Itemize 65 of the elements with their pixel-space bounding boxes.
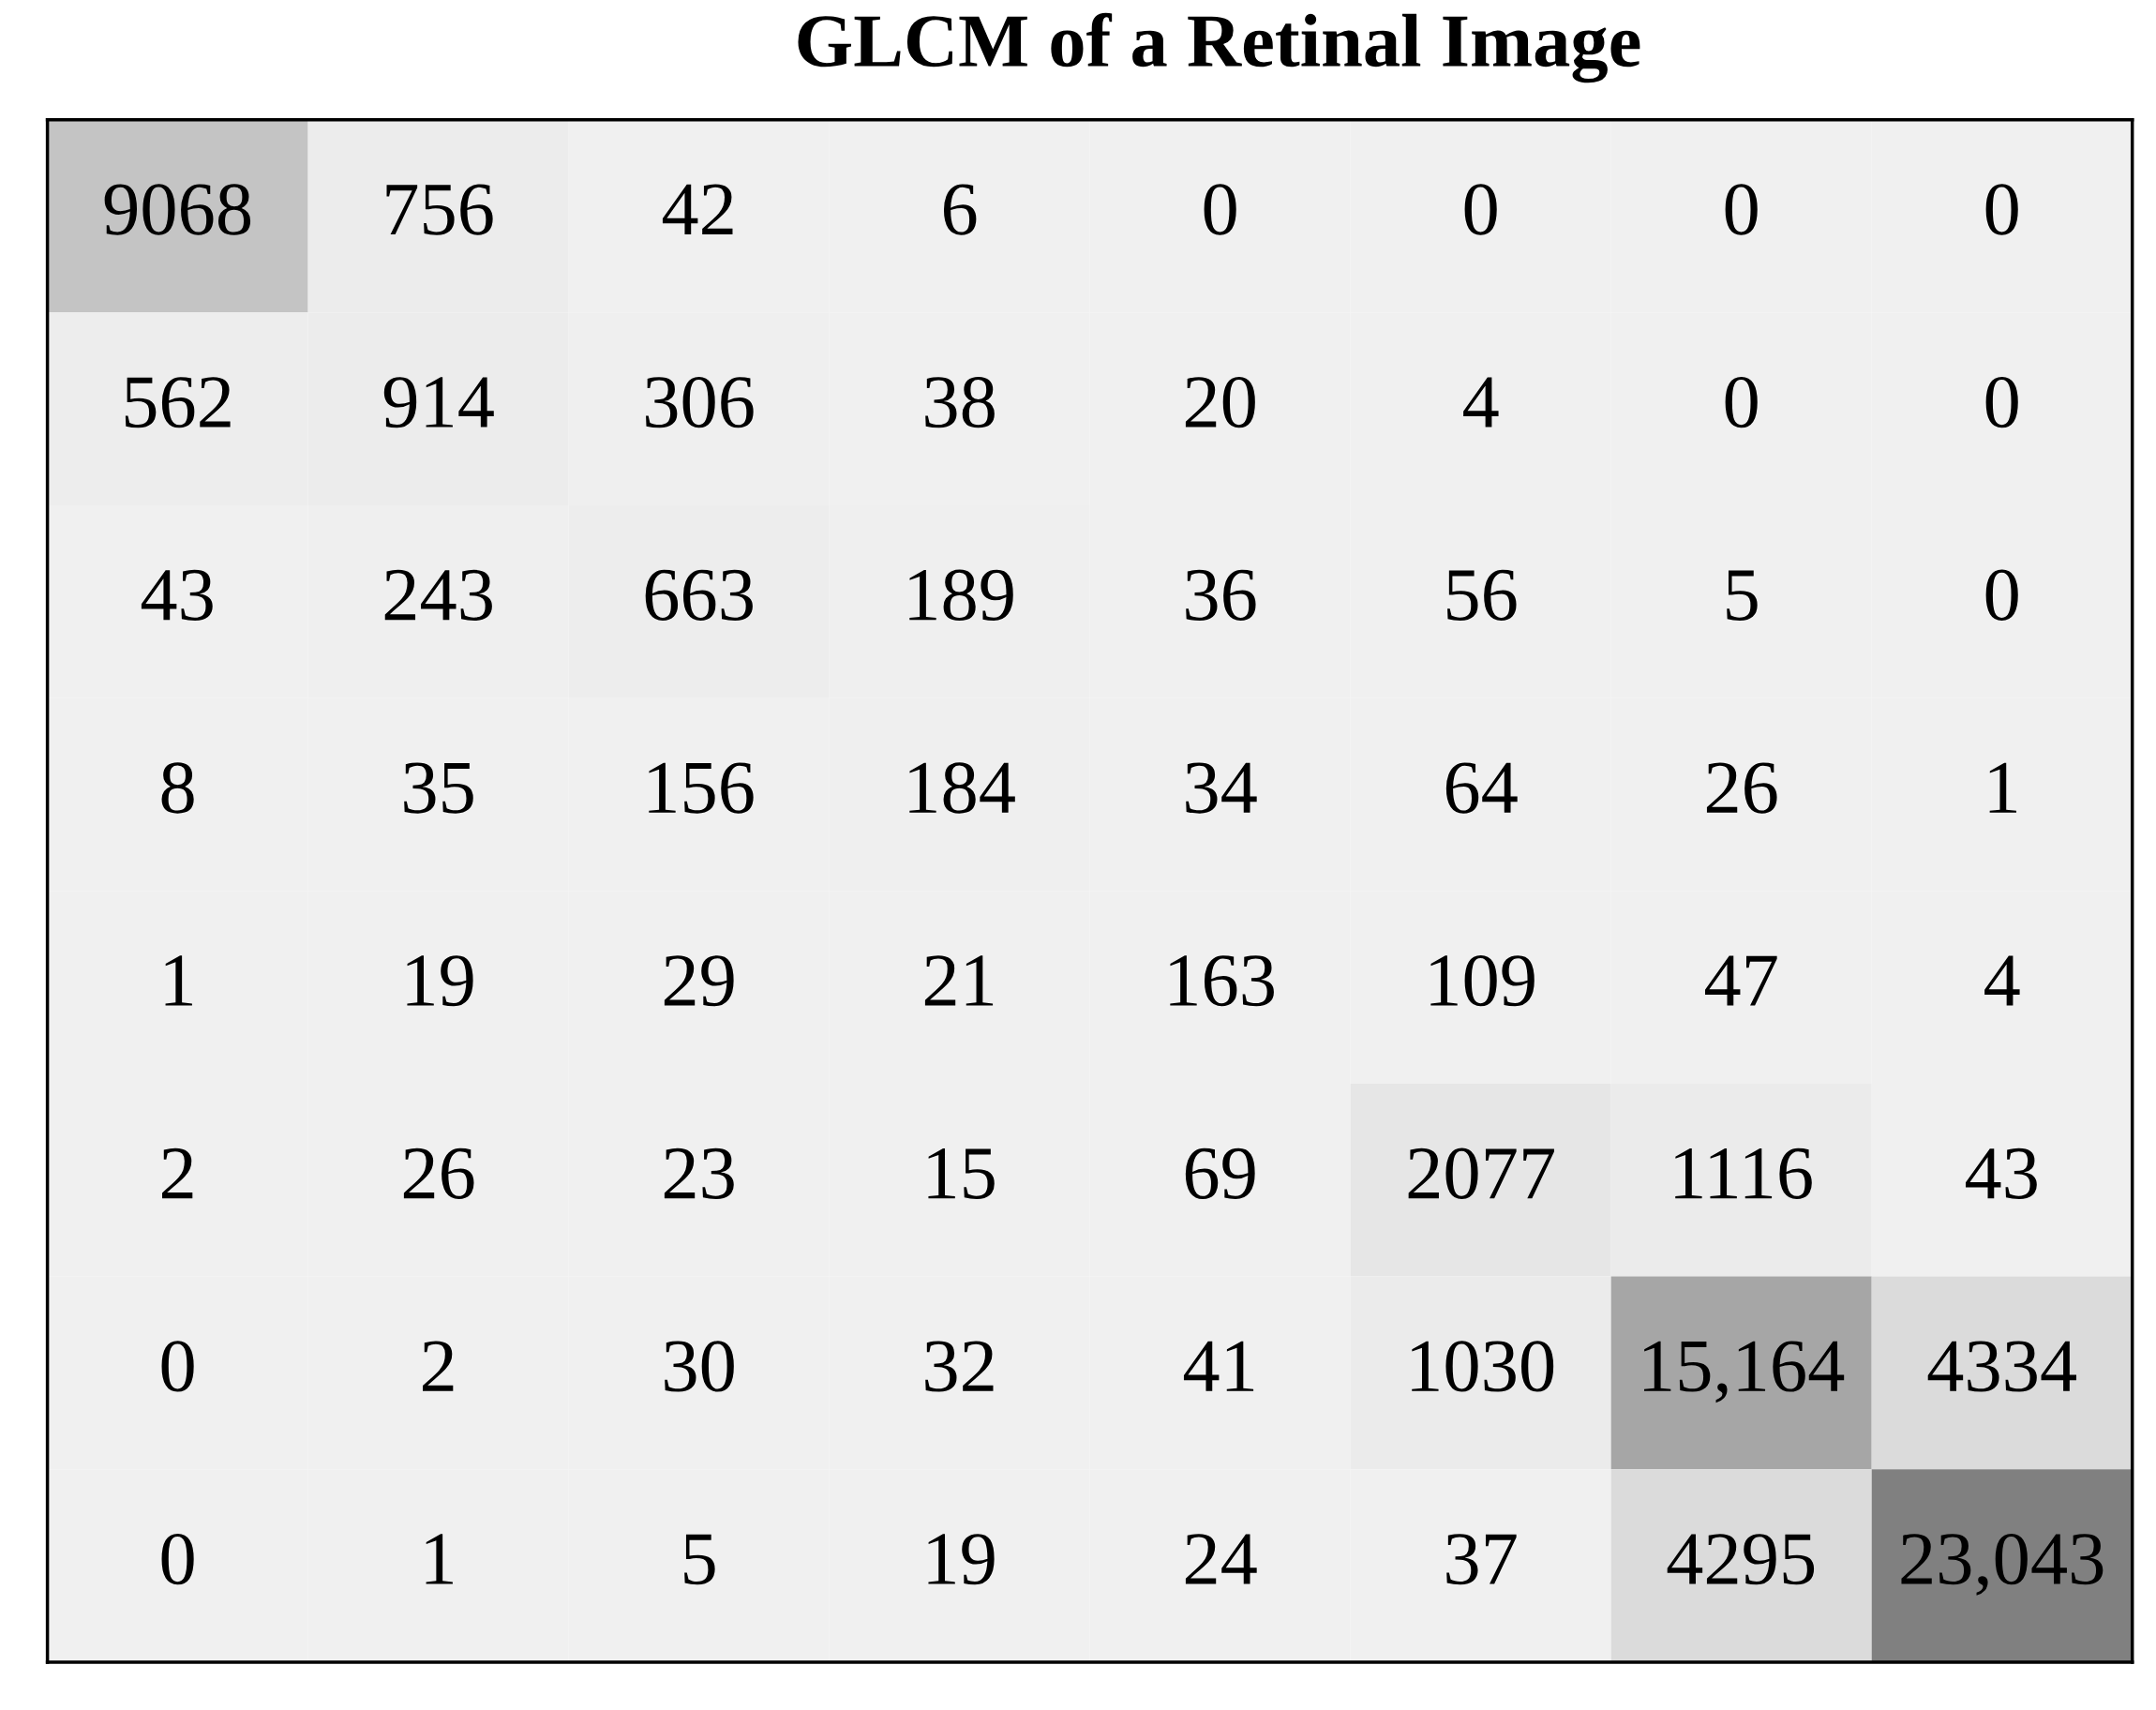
data-label: 1 (165, 955, 192, 1006)
data-label: 2 (423, 1341, 454, 1391)
data-label: 26 (403, 1148, 474, 1199)
data-label: 21 (924, 955, 994, 1006)
data-label: 109 (1430, 954, 1535, 1007)
data-label: 19 (928, 1534, 995, 1585)
data-label: 34 (1186, 762, 1257, 814)
data-label: 15,164 (1644, 1341, 1845, 1403)
data-label: 0 (1985, 376, 2018, 428)
data-label: 0 (1464, 184, 1497, 235)
data-label: 306 (646, 376, 754, 428)
data-label: 36 (1186, 569, 1256, 621)
chart-title: GLCM of a Retinal Image (798, 12, 1640, 83)
data-label: 30 (665, 1341, 734, 1392)
data-label: 24 (1185, 1534, 1257, 1584)
data-label: 756 (386, 184, 493, 235)
data-label: 19 (407, 955, 473, 1007)
data-label: 43 (141, 569, 213, 621)
data-label: 8 (161, 762, 194, 814)
data-label: 0 (161, 1341, 194, 1392)
data-label: 2 (162, 1148, 193, 1199)
data-label: 243 (384, 569, 492, 621)
data-label: 4295 (1667, 1534, 1815, 1585)
data-label: 23 (664, 1148, 734, 1199)
data-label: 37 (1446, 1534, 1517, 1585)
data-label: 184 (909, 762, 1015, 814)
data-label: 2077 (1408, 1148, 1554, 1199)
data-label: 4 (1463, 377, 1499, 428)
data-label: 1 (1989, 762, 2016, 813)
data-label: 56 (1447, 569, 1517, 621)
data-label: 4 (1984, 955, 2020, 1006)
data-label: 4334 (1927, 1341, 2076, 1392)
data-label: 47 (1704, 955, 1777, 1006)
data-label: 1030 (1412, 1341, 1554, 1392)
data-label: 26 (1706, 762, 1777, 814)
data-label: 0 (1985, 569, 2018, 621)
data-label: 562 (125, 377, 231, 428)
data-label: 32 (925, 1341, 994, 1392)
data-label: 1116 (1675, 1148, 1812, 1199)
data-label: 38 (925, 376, 995, 428)
data-label: 35 (404, 762, 473, 814)
data-label: 5 (684, 1534, 715, 1585)
data-label: 20 (1185, 376, 1255, 428)
data-label: 42 (662, 184, 733, 234)
data-label: 64 (1445, 762, 1518, 814)
data-label: 5 (1727, 570, 1758, 621)
data-label: 6 (943, 184, 977, 235)
data-label: 156 (649, 762, 754, 814)
data-label: 0 (161, 1533, 194, 1585)
data-label: 163 (1170, 955, 1274, 1007)
data-label: 23,043 (1901, 1533, 2104, 1596)
data-label: 29 (664, 955, 734, 1007)
data-label: 1 (426, 1534, 453, 1584)
data-label: 41 (1183, 1341, 1254, 1391)
data-label: 0 (1204, 184, 1236, 235)
data-label: 0 (1725, 376, 1758, 428)
data-label: 914 (383, 377, 494, 428)
data-label: 0 (1725, 184, 1758, 235)
data-label: 43 (1965, 1148, 2037, 1199)
data-label: 69 (1185, 1148, 1255, 1199)
data-label: 9068 (104, 184, 251, 235)
data-label: 189 (909, 569, 1013, 621)
data-label: 15 (928, 1148, 995, 1199)
data-label: 0 (1985, 184, 2018, 235)
data-label: 663 (645, 569, 753, 621)
